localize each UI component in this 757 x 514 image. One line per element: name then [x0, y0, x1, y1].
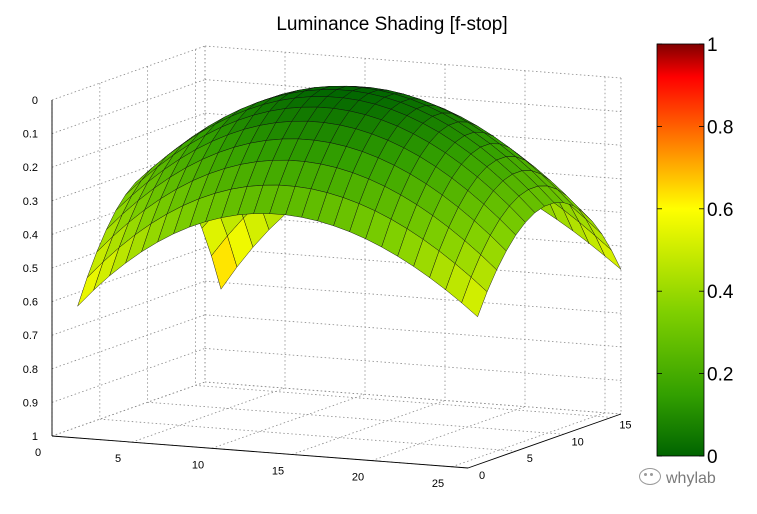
chart-title: Luminance Shading [f-stop] — [276, 14, 507, 35]
y-tick-label: 10 — [572, 436, 584, 448]
z-tick-label: 0.8 — [23, 364, 38, 376]
floor-gridline-x — [451, 412, 606, 468]
x-tick-label: 25 — [432, 478, 444, 490]
backwall-gridline-z — [204, 348, 622, 381]
backwall-gridline-z — [204, 45, 622, 79]
x-tick-label: 10 — [192, 459, 204, 471]
sidewall-gridline-z — [51, 247, 206, 302]
surface-patch — [595, 235, 622, 270]
floor-gridline-x — [131, 387, 286, 443]
z-tick-label: 0.1 — [23, 129, 38, 141]
floor-gridline-x — [291, 400, 446, 455]
sidewall-gridline-z — [51, 348, 206, 403]
floor-gridline-x — [211, 393, 366, 449]
floor-gridline-y — [147, 401, 564, 435]
floor-gridline-x — [371, 406, 526, 461]
axes — [51, 100, 622, 469]
z-tick-label: 0.3 — [23, 196, 38, 208]
sidewall-gridline-z — [51, 79, 206, 134]
y-axis-line — [467, 413, 622, 469]
colorbar-tick-label: 0.8 — [707, 117, 733, 138]
x-tick-label: 20 — [352, 472, 364, 484]
chat-bubble-icon — [639, 468, 661, 485]
colorbar-tick-label: 0 — [707, 447, 718, 468]
y-tick-label: 5 — [527, 453, 533, 465]
sidewall-gridline-z — [51, 45, 206, 101]
colorbar-tick-label: 0.2 — [707, 365, 733, 386]
z-tick-label: 0.2 — [23, 162, 38, 174]
colorbar: 0 0.2 0.4 0.6 0.8 1 — [656, 35, 734, 468]
x-tick-label: 15 — [272, 465, 284, 477]
backwall-gridline-z — [204, 314, 622, 348]
backwall-gridline-z — [204, 381, 622, 415]
z-tick-label: 0.5 — [23, 263, 38, 275]
floor-gridline-y — [195, 384, 612, 418]
surface — [77, 85, 622, 318]
x-tick-label: 0 — [35, 447, 41, 459]
z-tick-label: 0.6 — [23, 297, 38, 309]
watermark: whylab — [639, 468, 716, 488]
z-tick-label: 0 — [32, 95, 38, 107]
y-tick-label: 0 — [479, 470, 485, 482]
x-tick-label: 5 — [115, 453, 121, 465]
colorbar-gradient — [656, 43, 705, 457]
surface-patch — [461, 276, 488, 318]
backwall-gridline-z — [204, 280, 622, 314]
sidewall-gridline-z — [51, 280, 206, 336]
sidewall-gridline-z — [51, 112, 206, 168]
sidewall-gridline-z — [51, 381, 206, 437]
colorbar-tick-label: 1 — [707, 35, 718, 56]
sidewall-gridline-z — [51, 146, 206, 202]
floor-gridline-y — [99, 418, 516, 452]
watermark-text: whylab — [666, 470, 716, 487]
colorbar-tick-label: 0.6 — [707, 200, 733, 221]
sidewall-gridline-z — [51, 314, 206, 370]
z-tick-label: 0.9 — [23, 397, 38, 409]
x-axis-line — [51, 435, 469, 469]
tick-labels: 0 5 10 15 20 25 0 5 10 15 0 0.1 0.2 0.3 0.4 0.5 0.6 0.7 0.… — [23, 95, 632, 490]
y-tick-label: 15 — [619, 419, 631, 431]
colorbar-tick-label: 0.4 — [707, 282, 734, 303]
z-tick-label: 0.4 — [23, 229, 38, 241]
z-tick-label: 0.7 — [23, 330, 38, 342]
z-tick-label: 1 — [32, 431, 38, 443]
backwall-gridline-z — [204, 79, 622, 112]
